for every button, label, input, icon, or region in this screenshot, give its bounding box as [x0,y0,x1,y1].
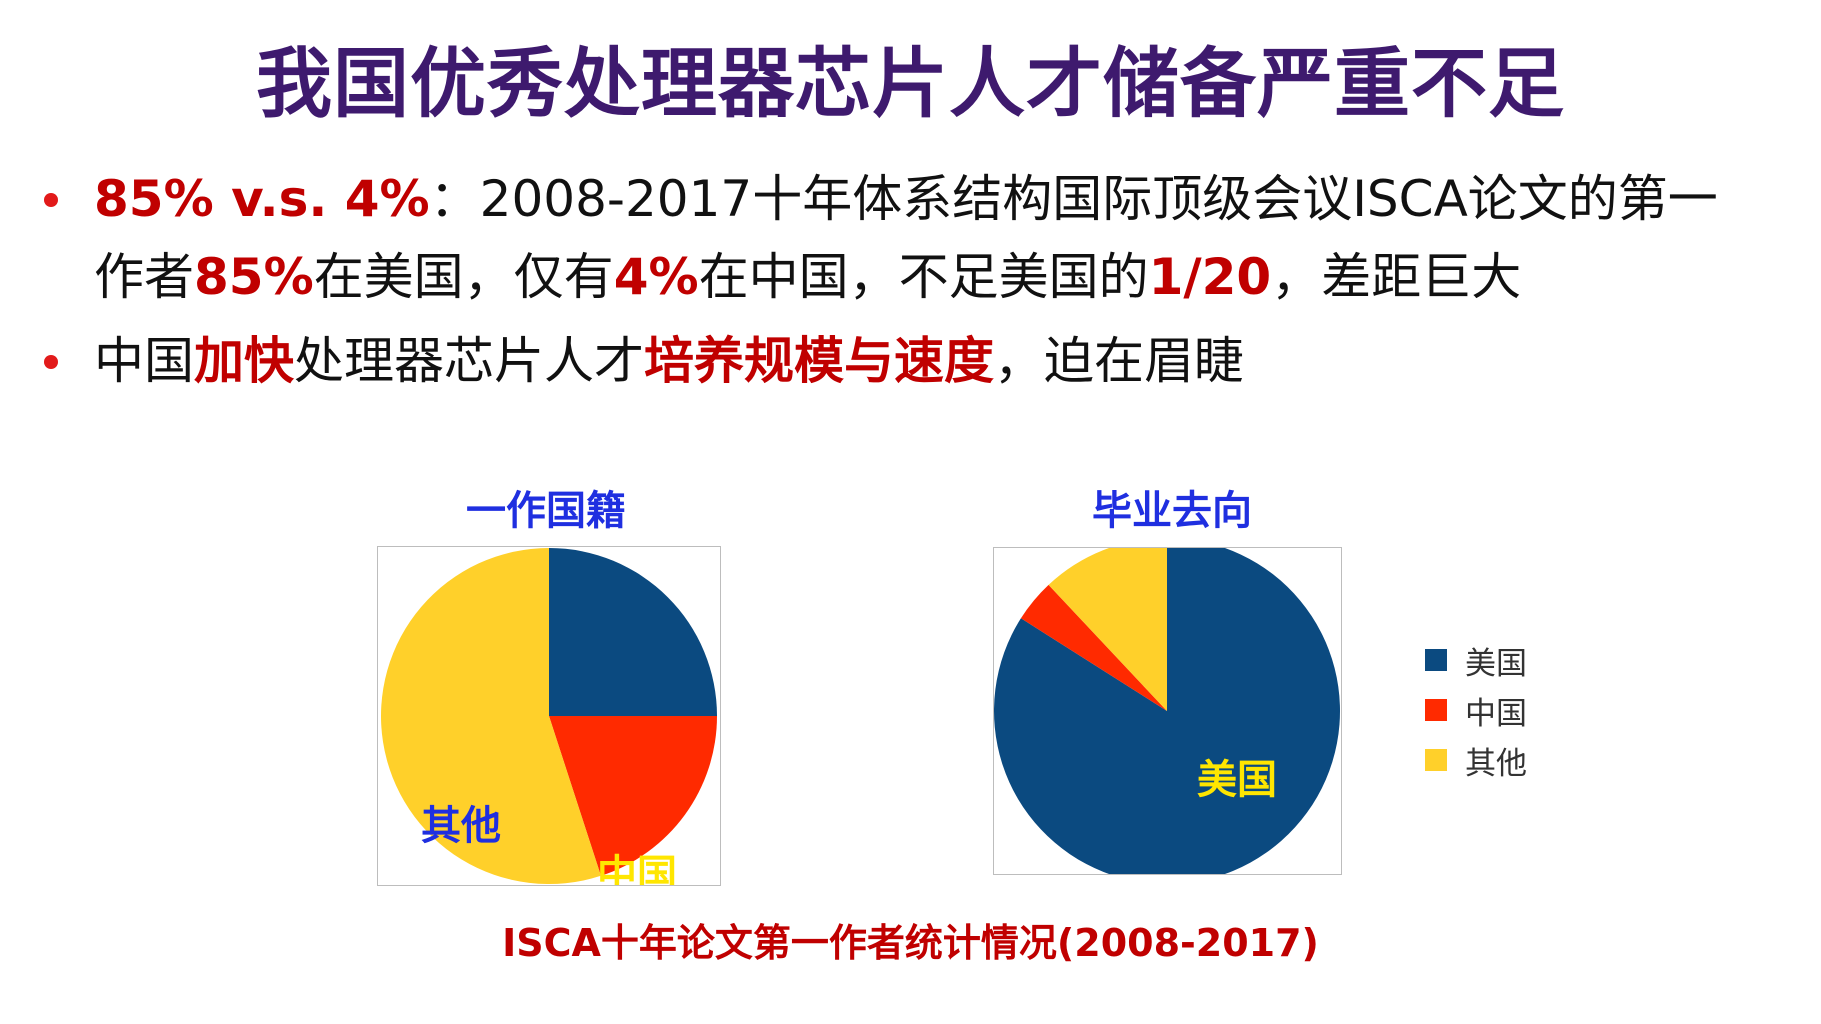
bullet-dot [44,193,58,207]
chart-2-frame: 美国 [993,547,1342,875]
figure-caption: ISCA十年论文第一作者统计情况(2008-2017) [502,921,1319,965]
legend-label: 其他 [1465,745,1527,782]
legend-label: 中国 [1465,695,1527,732]
body-text: 中国 [94,332,194,390]
pie-slice-2 [1020,584,1167,711]
bullet-1: 85% v.s. 4%：2008-2017十年体系结构国际顶级会议ISCA论文的… [44,160,1784,316]
legend-item-usa: 美国 [1425,635,1527,685]
pie-slice-label: 中国 [597,852,677,885]
pie-slice-label: 美国 [1197,757,1277,803]
bullet-1-line-1: 85% v.s. 4%：2008-2017十年体系结构国际顶级会议ISCA论文的… [94,160,1784,238]
body-text: ，差距巨大 [1271,248,1522,306]
highlight-text: 85% [194,248,314,306]
body-text: 在美国，仅有 [313,248,614,306]
highlight-text: 培养规模与速度 [644,332,994,390]
pie-slice-label: 其他 [421,803,501,849]
pie-slice-2 [549,716,717,876]
pie-slice-1 [994,548,1341,874]
chart-2-title: 毕业去向 [1092,488,1252,534]
legend-swatch [1425,649,1447,671]
bullet-dot [44,355,58,369]
legend-swatch [1425,699,1447,721]
body-text: 作者 [94,248,194,306]
pie-chart-destination: 美国 [994,548,1341,874]
legend-label: 美国 [1465,645,1527,682]
body-text: ，迫在眉睫 [994,332,1244,390]
bullet-1-text: 85% v.s. 4%：2008-2017十年体系结构国际顶级会议ISCA论文的… [94,160,1784,316]
body-text: ：2008-2017十年体系结构国际顶级会议ISCA论文的第一 [429,170,1718,228]
page-title: 我国优秀处理器芯片人才储备严重不足 [256,39,1565,128]
legend-item-other: 其他 [1425,735,1527,785]
pie-slice-3 [1048,548,1167,711]
highlight-text: 加快 [194,332,294,390]
legend-item-china: 中国 [1425,685,1527,735]
body-text: 在中国，不足美国的 [698,248,1149,306]
bullet-1-line-2: 作者85%在美国，仅有4%在中国，不足美国的1/20，差距巨大 [94,238,1784,316]
highlight-text: 1/20 [1148,248,1272,306]
highlight-text: 85% v.s. 4% [94,170,430,228]
legend-swatch [1425,749,1447,771]
chart-legend: 美国 中国 其他 [1425,635,1527,785]
pie-slice-1 [549,548,717,716]
pie-slice-3 [381,548,601,884]
highlight-text: 4% [613,248,699,306]
body-text: 处理器芯片人才 [294,332,644,390]
bullet-2: 中国加快处理器芯片人才培养规模与速度，迫在眉睫 [44,322,1784,400]
bullet-2-line-1: 中国加快处理器芯片人才培养规模与速度，迫在眉睫 [94,322,1784,400]
chart-1-title: 一作国籍 [466,488,626,534]
bullet-2-text: 中国加快处理器芯片人才培养规模与速度，迫在眉睫 [94,322,1784,400]
